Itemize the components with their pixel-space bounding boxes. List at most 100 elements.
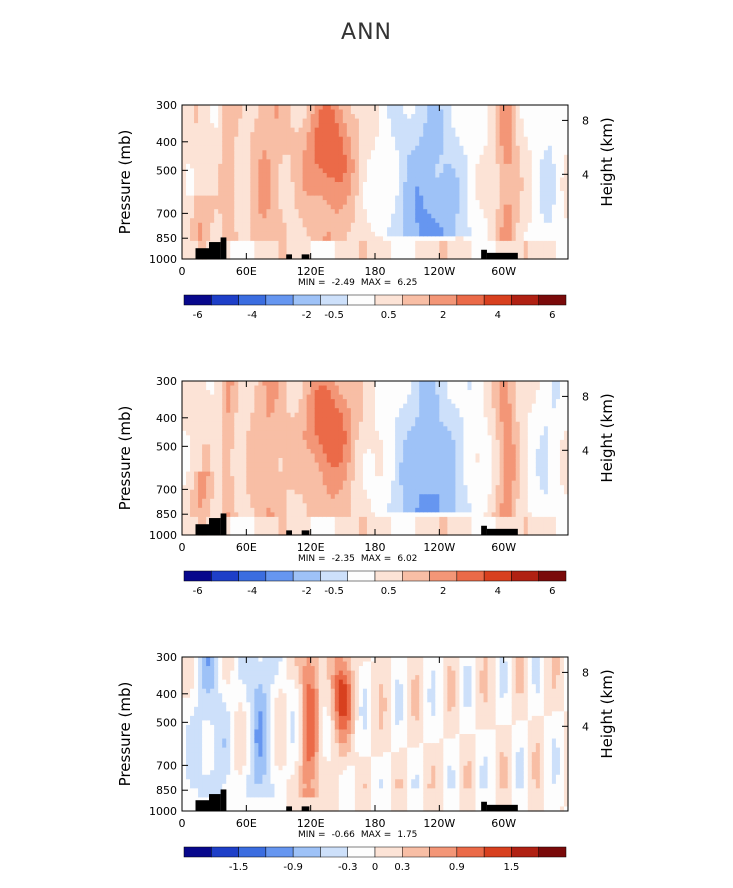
heatmap-cell xyxy=(467,191,473,197)
heatmap-cell xyxy=(403,195,408,201)
heatmap-cell xyxy=(495,159,501,165)
heatmap-cell xyxy=(379,145,384,151)
heatmap-cell xyxy=(206,399,211,405)
heatmap-cell xyxy=(419,109,424,115)
heatmap-cell xyxy=(342,254,348,260)
heatmap-cell xyxy=(254,435,259,441)
heatmap-cell xyxy=(507,240,513,247)
heatmap-cell xyxy=(342,498,348,504)
heatmap-cell xyxy=(318,186,324,192)
heatmap-cell xyxy=(411,209,416,215)
heatmap-cell xyxy=(342,240,348,247)
heatmap-cell xyxy=(278,200,284,206)
heatmap-cell xyxy=(206,150,211,156)
heatmap-cell xyxy=(539,254,545,260)
heatmap-cell xyxy=(306,412,312,418)
heatmap-cell xyxy=(431,191,436,197)
heatmap-cell xyxy=(250,127,255,133)
heatmap-cell xyxy=(427,218,432,224)
heatmap-cell xyxy=(234,249,239,256)
heatmap-cell xyxy=(270,213,276,219)
heatmap-cell xyxy=(475,154,481,160)
heatmap-cell xyxy=(519,254,525,260)
heatmap-cell xyxy=(270,489,276,495)
heatmap-cell xyxy=(326,141,332,147)
heatmap-cell xyxy=(298,521,304,527)
heatmap-cell xyxy=(266,467,272,473)
heatmap-cell xyxy=(547,245,553,251)
heatmap-cell xyxy=(419,150,424,156)
heatmap-cell xyxy=(234,512,239,518)
heatmap-cell xyxy=(194,154,199,160)
heatmap-cell xyxy=(326,231,332,237)
heatmap-cell xyxy=(358,439,364,446)
heatmap-cell xyxy=(370,385,376,391)
heatmap-cell xyxy=(403,254,408,260)
heatmap-cell xyxy=(443,254,448,260)
heatmap-cell xyxy=(242,172,247,179)
heatmap-cell xyxy=(471,136,477,142)
heatmap-cell xyxy=(487,145,493,151)
colorbar-swatch xyxy=(374,294,403,306)
heatmap-cell xyxy=(266,444,272,450)
heatmap-cell xyxy=(338,430,344,436)
heatmap-cell xyxy=(238,109,243,115)
heatmap-cell xyxy=(198,512,203,518)
heatmap-cell xyxy=(354,421,360,427)
heatmap-cell xyxy=(375,218,380,224)
heatmap-cell xyxy=(290,177,296,183)
heatmap-cell xyxy=(198,195,203,201)
heatmap-cell xyxy=(407,227,412,233)
heatmap-cell xyxy=(330,453,336,459)
heatmap-cell xyxy=(210,127,215,133)
heatmap-cell xyxy=(527,245,533,251)
heatmap-cell xyxy=(218,381,223,387)
heatmap-cell xyxy=(403,231,408,237)
heatmap-cell xyxy=(330,403,336,409)
heatmap-cell xyxy=(559,123,565,129)
heatmap-cell xyxy=(302,525,308,532)
heatmap-cell xyxy=(330,222,336,228)
heatmap-cell xyxy=(198,530,203,536)
heatmap-cell xyxy=(226,218,231,224)
heatmap-cell xyxy=(266,512,272,518)
heatmap-cell xyxy=(455,127,461,133)
heatmap-cell xyxy=(403,227,408,233)
heatmap-cell xyxy=(226,245,231,251)
heatmap-cell xyxy=(286,249,292,256)
heatmap-cell xyxy=(186,494,191,500)
heatmap-cell xyxy=(290,390,296,396)
heatmap-cell xyxy=(447,123,452,129)
heatmap-cell xyxy=(250,109,255,115)
heatmap-cell xyxy=(318,476,324,482)
heatmap-cell xyxy=(411,200,416,206)
heatmap-cell xyxy=(186,231,191,237)
heatmap-cell xyxy=(491,136,497,142)
heatmap-cell xyxy=(330,191,336,197)
heatmap-cell xyxy=(555,105,561,111)
heatmap-cell xyxy=(531,186,537,192)
heatmap-cell xyxy=(202,426,207,432)
heatmap-cell xyxy=(194,399,199,405)
heatmap-cell xyxy=(194,530,199,536)
heatmap-cell xyxy=(214,530,219,536)
heatmap-cell xyxy=(306,123,312,129)
heatmap-cell xyxy=(427,163,432,170)
heatmap-cell xyxy=(182,485,187,491)
heatmap-cell xyxy=(242,145,247,151)
heatmap-cell xyxy=(314,516,320,523)
heatmap-cell xyxy=(358,412,364,418)
heatmap-cell xyxy=(491,249,497,256)
heatmap-cell xyxy=(298,204,304,210)
heatmap-cell xyxy=(346,168,352,174)
heatmap-cell xyxy=(322,118,328,124)
heatmap-cell xyxy=(362,435,368,441)
heatmap-cell xyxy=(182,127,187,133)
heatmap-cell xyxy=(342,458,348,464)
heatmap-cell xyxy=(342,521,348,527)
heatmap-cell xyxy=(326,109,332,115)
heatmap-cell xyxy=(439,177,444,183)
heatmap-cell xyxy=(274,521,280,527)
heatmap-cell xyxy=(487,154,493,160)
heatmap-cell xyxy=(354,105,360,111)
